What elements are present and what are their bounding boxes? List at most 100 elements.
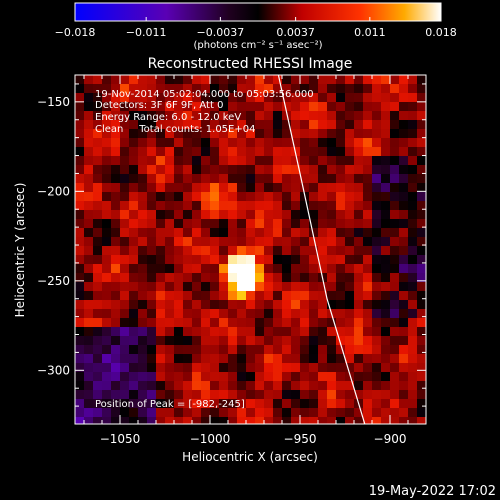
heatmap-cell: [228, 237, 238, 247]
heatmap-cell: [336, 138, 346, 148]
heatmap-cell: [129, 246, 139, 256]
heatmap-cell: [129, 129, 139, 139]
heatmap-cell: [408, 165, 418, 175]
heatmap-cell: [255, 93, 265, 103]
heatmap-cell: [399, 138, 409, 148]
heatmap-cell: [273, 282, 283, 292]
heatmap-cell: [246, 165, 256, 175]
heatmap-cell: [336, 399, 346, 409]
heatmap-cell: [345, 120, 355, 130]
heatmap-cell: [111, 282, 121, 292]
heatmap-cell: [300, 246, 310, 256]
heatmap-cell: [75, 327, 85, 337]
heatmap-cell: [291, 300, 301, 310]
heatmap-cell: [147, 354, 157, 364]
heatmap-cell: [93, 93, 103, 103]
heatmap-cell: [102, 228, 112, 238]
heatmap-cell: [381, 165, 391, 175]
heatmap-cell: [336, 219, 346, 229]
heatmap-cell: [75, 408, 85, 418]
heatmap-cell: [273, 120, 283, 130]
heatmap-cell: [390, 264, 400, 274]
heatmap-cell: [408, 345, 418, 355]
heatmap-cell: [219, 309, 229, 319]
y-tick-label: −250: [37, 274, 70, 288]
heatmap-cell: [156, 345, 166, 355]
heatmap-cell: [210, 120, 220, 130]
heatmap-cell: [138, 120, 148, 130]
heatmap-cell: [219, 255, 229, 265]
heatmap-cell: [363, 300, 373, 310]
heatmap-cell: [246, 147, 256, 157]
heatmap-cell: [354, 174, 364, 184]
heatmap-cell: [138, 210, 148, 220]
heatmap-cell: [156, 138, 166, 148]
heatmap-cell: [318, 417, 328, 424]
heatmap-cell: [390, 390, 400, 400]
heatmap-cell: [174, 291, 184, 301]
heatmap-cell: [75, 336, 85, 346]
heatmap-cell: [75, 246, 85, 256]
heatmap-cell: [363, 192, 373, 202]
heatmap-cell: [336, 408, 346, 418]
heatmap-cell: [246, 75, 256, 85]
heatmap-cell: [336, 102, 346, 112]
heatmap-cell: [183, 309, 193, 319]
heatmap-cell: [237, 237, 247, 247]
heatmap-cell: [111, 327, 121, 337]
heatmap-cell: [156, 228, 166, 238]
heatmap-cell: [255, 417, 265, 424]
heatmap-cell: [93, 345, 103, 355]
heatmap-cell: [183, 273, 193, 283]
heatmap-cell: [129, 318, 139, 328]
heatmap-cell: [201, 417, 211, 424]
heatmap-cell: [219, 327, 229, 337]
heatmap-cell: [309, 327, 319, 337]
heatmap-cell: [417, 138, 426, 148]
heatmap-cell: [345, 291, 355, 301]
heatmap-cell: [399, 273, 409, 283]
heatmap-cell: [237, 327, 247, 337]
heatmap-cell: [399, 237, 409, 247]
heatmap-cell: [399, 417, 409, 424]
heatmap-cell: [354, 291, 364, 301]
heatmap-cell: [255, 273, 265, 283]
heatmap-cell: [129, 93, 139, 103]
heatmap-cell: [300, 120, 310, 130]
heatmap-cell: [300, 75, 310, 85]
heatmap-cell: [264, 255, 274, 265]
heatmap-cell: [75, 354, 85, 364]
heatmap-cell: [174, 300, 184, 310]
heatmap-cell: [408, 219, 418, 229]
heatmap-cell: [282, 309, 292, 319]
heatmap-cell: [327, 318, 337, 328]
heatmap-cell: [102, 354, 112, 364]
heatmap-cell: [372, 201, 382, 211]
heatmap-cell: [408, 408, 418, 418]
heatmap-cell: [129, 219, 139, 229]
heatmap-cell: [165, 219, 175, 229]
heatmap-cell: [354, 381, 364, 391]
heatmap-cell: [291, 372, 301, 382]
heatmap-cell: [228, 282, 238, 292]
heatmap-cell: [390, 93, 400, 103]
heatmap-cell: [120, 129, 130, 139]
heatmap-cell: [102, 237, 112, 247]
heatmap-cell: [408, 183, 418, 193]
heatmap-cell: [102, 219, 112, 229]
heatmap-cell: [75, 210, 85, 220]
heatmap-cell: [255, 363, 265, 373]
heatmap-cell: [174, 354, 184, 364]
heatmap-cell: [282, 75, 292, 85]
heatmap-cell: [237, 318, 247, 328]
heatmap-cell: [138, 381, 148, 391]
heatmap-cell: [273, 309, 283, 319]
heatmap-cell: [309, 273, 319, 283]
heatmap-cell: [246, 219, 256, 229]
heatmap-cell: [372, 390, 382, 400]
heatmap-cell: [345, 156, 355, 166]
heatmap-cell: [399, 327, 409, 337]
heatmap-cell: [165, 264, 175, 274]
heatmap-cell: [183, 120, 193, 130]
heatmap-cell: [120, 291, 130, 301]
